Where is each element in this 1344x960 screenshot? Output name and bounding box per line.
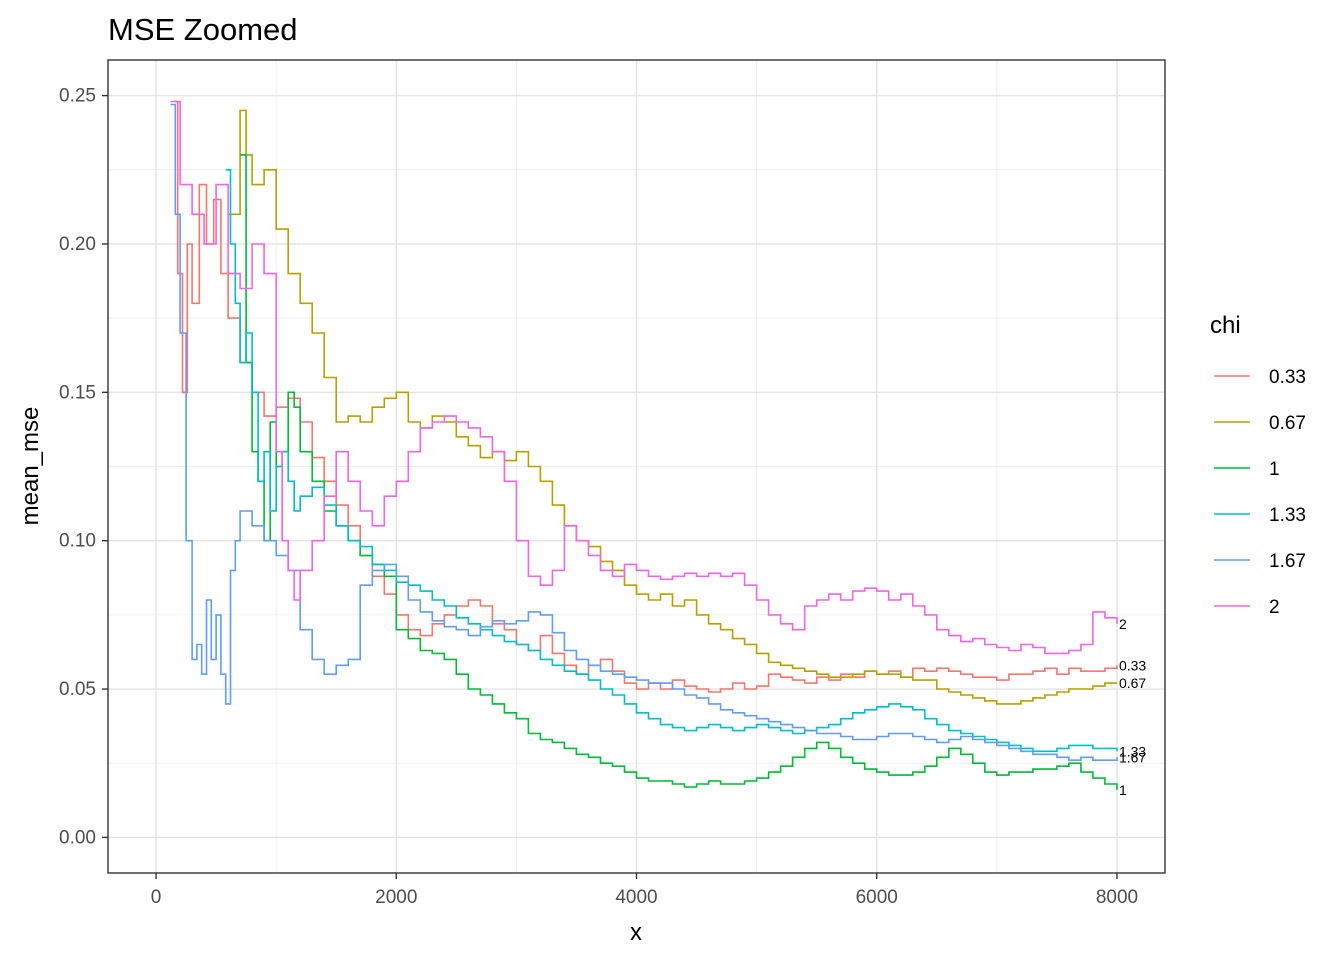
legend-title: chi [1210, 312, 1241, 339]
y-axis: 0.00 0.05 0.10 0.15 0.20 0.25 [59, 86, 108, 848]
end-label-1-33: 1.33 [1119, 743, 1146, 759]
y-tick-label: 0.15 [59, 382, 96, 403]
series-lines [170, 100, 1118, 790]
legend-label: 0.67 [1269, 413, 1306, 434]
x-tick-label: 6000 [856, 887, 898, 908]
y-tick-label: 0.25 [59, 86, 96, 107]
x-axis: 0 2000 4000 6000 8000 [151, 873, 1138, 908]
x-tick-label: 4000 [615, 887, 657, 908]
x-tick-label: 2000 [375, 887, 417, 908]
x-tick-label: 0 [151, 887, 162, 908]
legend-label: 2 [1269, 597, 1280, 618]
end-label-1: 1 [1119, 782, 1127, 798]
y-tick-label: 0.20 [59, 234, 96, 255]
x-axis-title: x [630, 919, 642, 946]
series-line-0-67 [228, 109, 1117, 705]
y-axis-title: mean_mse [17, 407, 44, 526]
y-tick-label: 0.00 [59, 827, 96, 848]
series-line-1-33 [225, 169, 1118, 753]
end-labels: 0.33 0.67 1 1.331.67 2 [1119, 616, 1146, 798]
y-tick-label: 0.10 [59, 531, 96, 552]
end-label-1-67: 1.67 [1119, 749, 1146, 765]
chart-title: MSE Zoomed [108, 12, 298, 47]
x-tick-label: 8000 [1096, 887, 1138, 908]
legend-label: 1 [1269, 459, 1280, 480]
plot-panel: 0.33 0.67 1 1.331.67 2 [107, 59, 1166, 874]
legend-label: 1.67 [1269, 551, 1306, 572]
end-label-2: 2 [1119, 616, 1127, 632]
end-label-0-67: 0.67 [1119, 675, 1146, 691]
end-label-0-33: 0.33 [1119, 657, 1146, 673]
legend-label: 0.33 [1269, 367, 1306, 388]
y-tick-label: 0.05 [59, 679, 96, 700]
series-line-1-67 [170, 103, 1118, 761]
major-gridlines [108, 60, 1165, 873]
series-line-2 [174, 100, 1118, 655]
legend: chi 0.33 0.67 1 1.33 1.67 2 [1210, 312, 1306, 618]
legend-label: 1.33 [1269, 505, 1306, 526]
